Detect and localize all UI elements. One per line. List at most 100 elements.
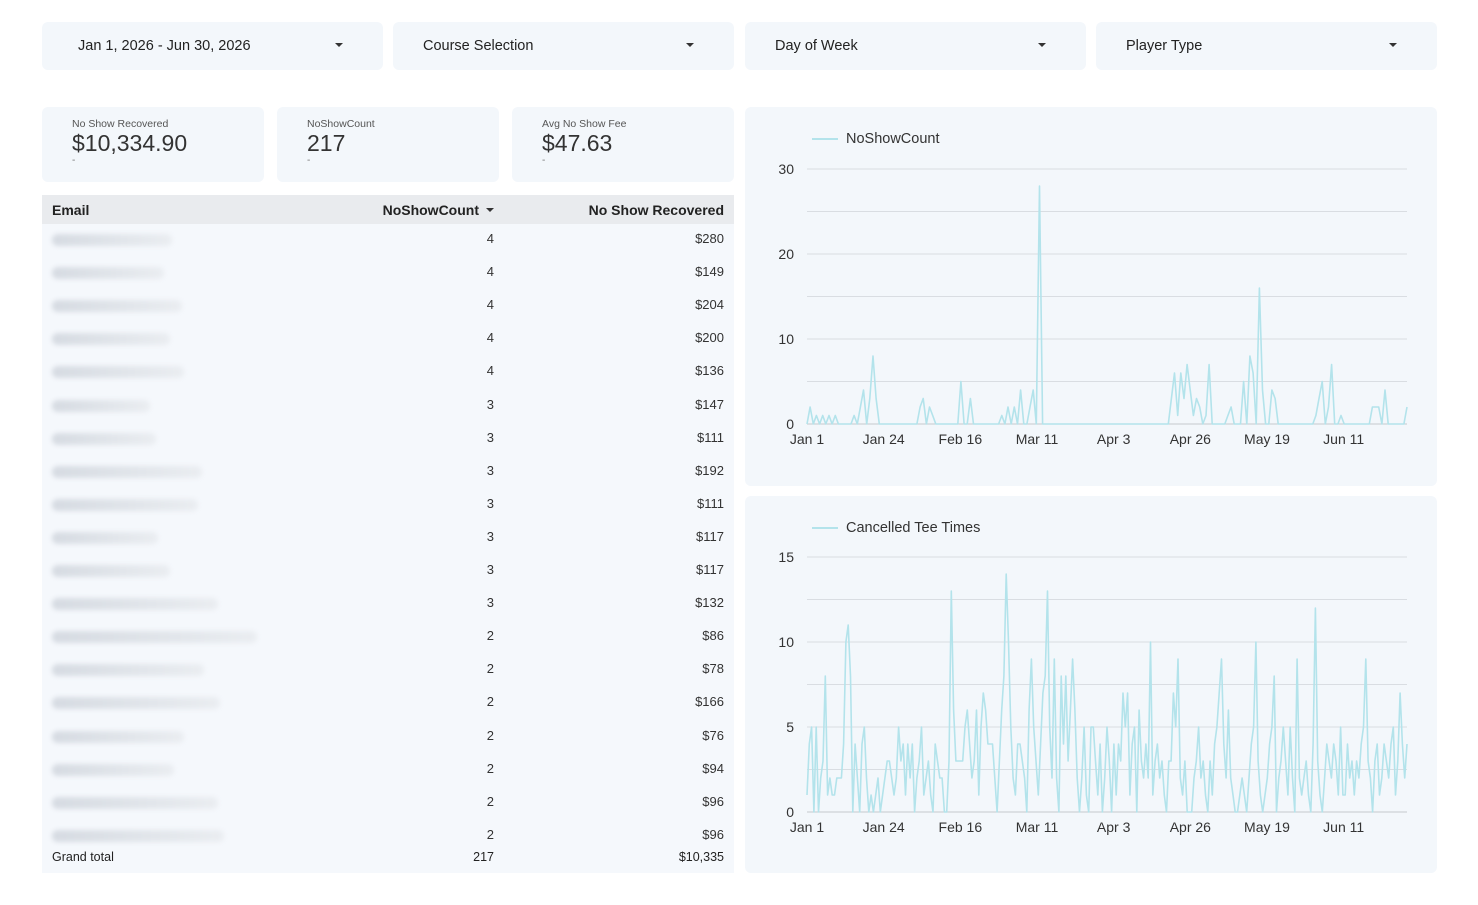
x-tick-label: Jan 24 xyxy=(863,431,905,447)
kpi-label: NoShowCount xyxy=(307,118,375,130)
table-row[interactable]: 2 $166 xyxy=(42,687,734,720)
table-row[interactable]: 3 $147 xyxy=(42,390,734,423)
kpi-value: $47.63 xyxy=(542,130,613,156)
series-line[interactable] xyxy=(806,573,1408,813)
kpi-no-show-recovered: No Show Recovered $10,334.90 - xyxy=(42,107,264,182)
x-tick-label: Mar 11 xyxy=(1016,431,1059,447)
x-tick-label: Feb 16 xyxy=(939,431,983,447)
cell-no-show-recovered: $117 xyxy=(696,562,724,577)
cell-noshowcount: 4 xyxy=(486,264,494,280)
cell-noshowcount: 2 xyxy=(486,793,494,809)
cell-no-show-recovered: $136 xyxy=(695,363,724,379)
cell-no-show-recovered: $147 xyxy=(695,396,724,412)
x-tick-label: May 19 xyxy=(1244,819,1290,835)
table-row[interactable]: 2 $96 xyxy=(42,820,734,853)
table-row[interactable]: 4 $200 xyxy=(42,323,734,356)
chevron-down-icon xyxy=(1038,43,1046,47)
table-row[interactable]: 2 $76 xyxy=(42,721,734,754)
redacted-email xyxy=(52,267,164,280)
cell-noshowcount: 2 xyxy=(486,760,494,776)
cell-no-show-recovered: $96 xyxy=(702,826,724,842)
cell-noshowcount: 2 xyxy=(486,661,494,677)
table-row[interactable]: 4 $136 xyxy=(42,356,734,389)
table-row[interactable]: 3 $111 xyxy=(42,489,734,522)
table-row[interactable]: 2 $96 xyxy=(42,787,734,820)
table-row[interactable]: 3 $117 xyxy=(42,522,734,555)
column-header-noshowcount[interactable]: NoShowCount xyxy=(383,202,494,218)
redacted-email xyxy=(52,465,202,478)
cell-no-show-recovered: $204 xyxy=(695,297,724,313)
grand-total-label: Grand total xyxy=(52,850,114,864)
kpi-delta: - xyxy=(307,155,311,166)
course-selection-filter[interactable]: Course Selection xyxy=(393,22,734,70)
cell-noshowcount: 3 xyxy=(486,495,494,511)
chevron-down-icon xyxy=(335,43,343,47)
table-row[interactable]: 3 $117 xyxy=(42,555,734,588)
legend-label: Cancelled Tee Times xyxy=(846,520,981,536)
cell-noshowcount: 3 xyxy=(486,429,494,445)
cell-noshowcount: 2 xyxy=(486,826,494,842)
cell-noshowcount: 4 xyxy=(486,297,494,313)
table-row[interactable]: 2 $86 xyxy=(42,621,734,654)
cell-noshowcount: 3 xyxy=(486,528,494,544)
chevron-down-icon xyxy=(1389,43,1397,47)
cell-no-show-recovered: $192 xyxy=(695,462,724,478)
player-type-label: Player Type xyxy=(1126,38,1203,54)
y-tick-label: 10 xyxy=(778,634,794,650)
cell-noshowcount: 2 xyxy=(486,628,494,644)
cell-no-show-recovered: $76 xyxy=(702,727,724,743)
table-row[interactable]: 4 $204 xyxy=(42,290,734,323)
chevron-down-icon xyxy=(686,43,694,47)
day-of-week-filter[interactable]: Day of Week xyxy=(745,22,1086,70)
x-tick-label: Jan 24 xyxy=(863,819,905,835)
redacted-email xyxy=(52,829,224,842)
cell-noshowcount: 3 xyxy=(486,595,494,611)
x-tick-label: Mar 11 xyxy=(1016,819,1059,835)
cell-no-show-recovered: $96 xyxy=(702,793,724,809)
y-tick-label: 0 xyxy=(786,804,794,820)
table-row[interactable]: 3 $132 xyxy=(42,588,734,621)
redacted-email xyxy=(52,300,182,313)
kpi-value: 217 xyxy=(307,130,346,156)
sort-descending-icon[interactable] xyxy=(486,207,494,212)
x-tick-label: Jun 11 xyxy=(1323,819,1364,835)
table-footer-grand-total: Grand total 217 $10,335 xyxy=(42,848,734,870)
table-row[interactable]: 3 $192 xyxy=(42,456,734,489)
legend-swatch xyxy=(812,527,838,529)
redacted-email xyxy=(52,531,158,544)
redacted-email xyxy=(52,234,172,246)
series-line[interactable] xyxy=(806,185,1408,425)
table-row[interactable]: 2 $94 xyxy=(42,754,734,787)
player-type-filter[interactable]: Player Type xyxy=(1096,22,1437,70)
y-tick-label: 30 xyxy=(778,161,794,177)
y-tick-label: 5 xyxy=(786,719,794,735)
table-row[interactable]: 4 $149 xyxy=(42,257,734,290)
cell-no-show-recovered: $78 xyxy=(702,661,724,677)
table-row[interactable]: 2 $78 xyxy=(42,654,734,687)
y-tick-label: 15 xyxy=(778,549,794,565)
grand-total-recovered: $10,335 xyxy=(678,850,724,864)
cell-noshowcount: 3 xyxy=(486,396,494,412)
x-tick-label: Apr 3 xyxy=(1097,431,1131,447)
table-row[interactable]: 4 $280 xyxy=(42,224,734,257)
x-tick-label: Apr 3 xyxy=(1097,819,1131,835)
column-header-no-show-recovered[interactable]: No Show Recovered xyxy=(588,201,724,218)
day-of-week-label: Day of Week xyxy=(775,38,858,54)
table-header: Email NoShowCount No Show Recovered xyxy=(42,195,734,224)
column-header-email[interactable]: Email xyxy=(52,201,90,218)
chart-legend[interactable]: Cancelled Tee Times xyxy=(812,520,980,536)
date-range-filter[interactable]: Jan 1, 2026 - Jun 30, 2026 xyxy=(42,22,383,70)
chart-legend[interactable]: NoShowCount xyxy=(812,131,940,147)
y-tick-label: 0 xyxy=(786,416,794,432)
redacted-email xyxy=(52,664,204,677)
cell-no-show-recovered: $117 xyxy=(696,528,724,544)
legend-label: NoShowCount xyxy=(846,131,940,147)
table-row[interactable]: 3 $111 xyxy=(42,423,734,456)
redacted-email xyxy=(52,432,156,445)
noshowcount-chart: 0 10 20 30 Jan 1 Jan 24 Feb 16 Mar 11 Apr 3 Apr 2… xyxy=(745,107,1437,486)
redacted-email xyxy=(52,763,174,776)
kpi-no-show-count: NoShowCount 217 - xyxy=(277,107,499,182)
redacted-email xyxy=(52,333,170,346)
redacted-email xyxy=(52,796,218,809)
kpi-label: No Show Recovered xyxy=(72,118,169,130)
